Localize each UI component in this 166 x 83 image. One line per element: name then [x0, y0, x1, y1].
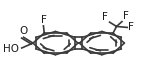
Text: F: F: [41, 15, 46, 25]
Text: F: F: [102, 12, 108, 22]
Text: F: F: [123, 11, 129, 21]
Text: HO: HO: [3, 44, 19, 54]
Text: O: O: [20, 26, 28, 36]
Text: F: F: [128, 22, 134, 32]
